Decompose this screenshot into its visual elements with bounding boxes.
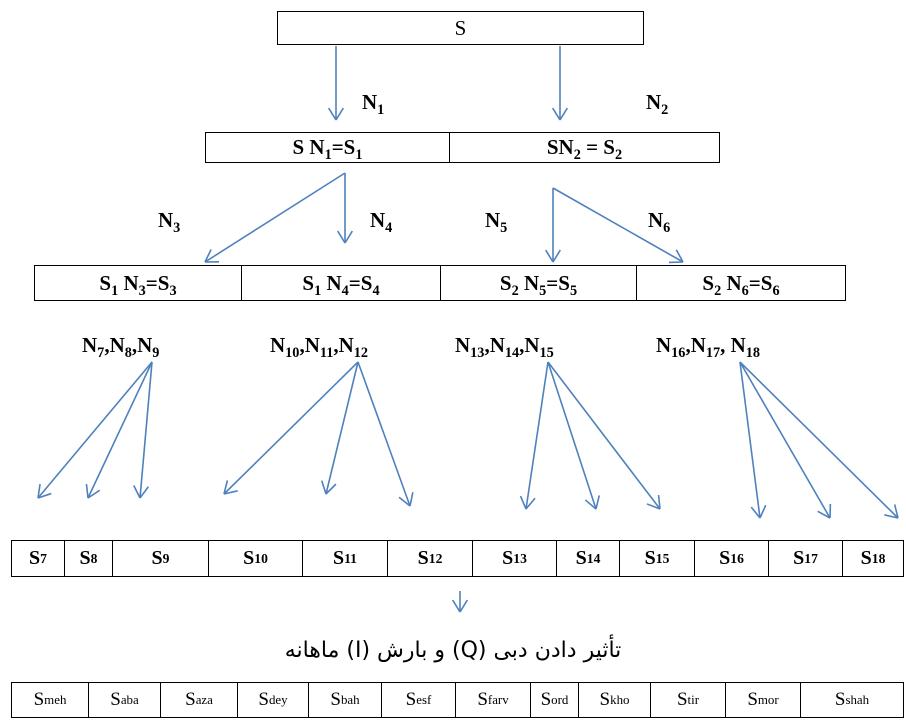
fan-arrow-2-2 [320,361,359,495]
node-s5-label: S2 N5=S5 [499,270,578,299]
fan-arrow-2-3 [357,361,414,507]
scenario-cell: S 17 [768,540,843,577]
scenario-cell: S 14 [556,540,620,577]
month-prefix: S [330,689,341,710]
edge-label-n2: N2 [646,90,669,118]
fan-arrow-4-2 [739,361,832,519]
node-s3-label: S1 N3=S3 [99,270,177,299]
edge-group-4: N16,N17, N18 [656,333,761,361]
scenario-cell: S 10 [208,540,303,577]
scenario-cell: S 12 [387,540,473,577]
scenario-prefix: S [502,547,514,569]
month-prefix: S [834,689,846,710]
month-prefix: S [540,689,552,710]
scenario-cell: S 15 [619,540,695,577]
scenario-prefix: S [243,547,255,569]
month-prefix: S [405,689,417,710]
fan-arrow-4-3 [739,361,899,519]
scenario-cell: S 16 [694,540,769,577]
month-prefix: S [477,689,488,710]
arrow-n2 [552,46,568,121]
month-prefix: S [110,689,121,710]
fan-arrow-4-1 [739,361,767,519]
edge-group-1: N7,N8,N9 [82,333,160,361]
month-prefix: S [33,689,45,710]
caption: تأثیر دادن دبی (Q) و بارش (I) ماهانه [284,638,622,663]
scenario-prefix: S [417,547,429,569]
fan-arrow-1-3 [133,361,153,499]
node-s5: S2 N5=S5 [440,265,637,301]
node-s2: SN2 = S2 [449,132,720,163]
fan-arrow-1-2 [85,361,153,499]
scenario-prefix: S [644,547,656,569]
arrow-n6 [552,187,684,264]
arrow-n4 [337,173,353,244]
scenario-cell: S 11 [302,540,388,577]
node-s3: S1 N3=S3 [34,265,242,301]
month-prefix: S [599,689,611,710]
edge-label-n4: N4 [370,208,393,236]
scenario-prefix: S [793,547,805,569]
scenario-prefix: S [333,547,345,569]
node-s1-label: S N1=S1 [292,135,363,163]
month-prefix: S [185,689,196,710]
edge-label-n3: N3 [158,208,181,236]
scenario-prefix: S [575,547,587,569]
root-node-label: S [454,15,467,40]
scenario-cell: S 18 [842,540,904,577]
arrow-n3 [204,172,346,263]
fan-arrow-3-3 [547,361,661,510]
fan-arrow-2-1 [223,361,359,495]
arrow-to-months [452,591,468,613]
node-s4-label: S1 N4=S4 [302,270,380,299]
scenario-prefix: S [719,547,731,569]
scenario-prefix: S [151,547,163,569]
arrow-n1 [328,46,344,121]
edge-label-n5: N5 [485,208,508,236]
node-s4: S1 N4=S4 [241,265,441,301]
node-s2-label: SN2 = S2 [546,135,623,163]
scenario-prefix: S [860,547,872,569]
edge-group-3: N13,N14,N15 [455,333,554,361]
month-prefix: S [258,689,269,710]
month-prefix: S [747,689,758,710]
edge-group-2: N10,N11,N12 [270,333,369,361]
edge-label-n1: N1 [362,90,385,118]
root-node: S [277,11,644,45]
node-s6: S2 N6=S6 [636,265,846,301]
scenario-prefix: S [29,547,41,569]
fan-arrow-3-1 [519,361,549,510]
month-prefix: S [676,689,688,710]
fan-arrow-1-1 [37,361,153,499]
node-s1: S N1=S1 [205,132,450,163]
scenario-cell: S 13 [472,540,557,577]
fan-arrow-3-2 [547,361,601,510]
node-s6-label: S2 N6=S6 [702,270,780,299]
scenario-prefix: S [79,547,91,569]
arrow-n5 [545,188,561,263]
edge-label-n6: N6 [648,208,671,236]
